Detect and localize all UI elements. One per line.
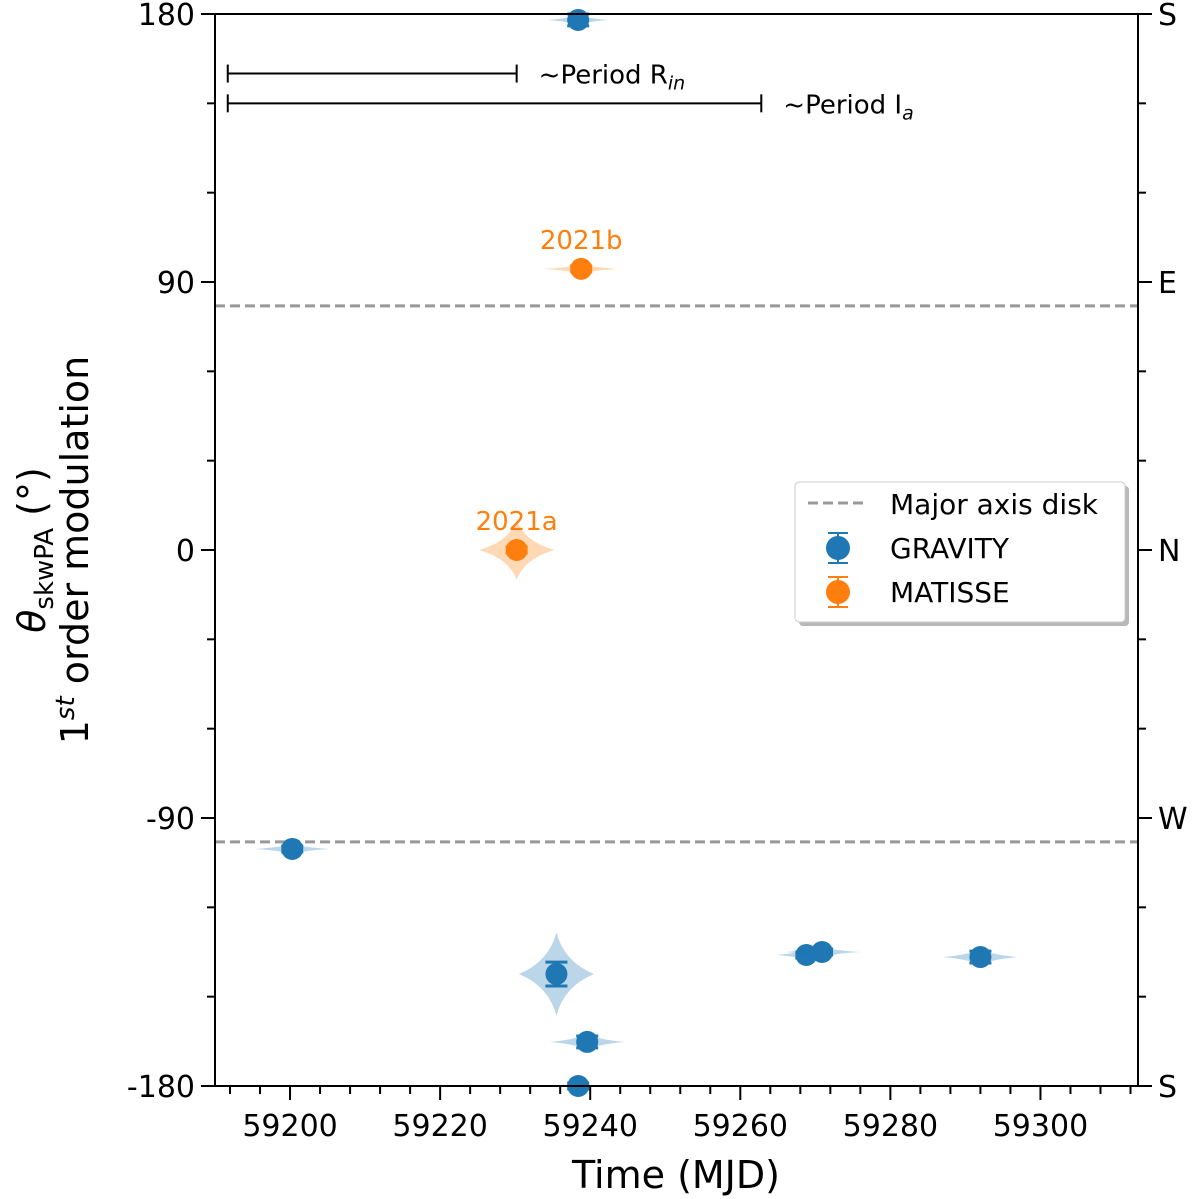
right-tick-label: E [1158,266,1177,301]
legend-label-gravity: GRAVITY [890,532,1010,565]
period-bar [226,94,763,113]
x-tick-label: 59280 [843,1109,938,1144]
x-axis-label: Time (MJD) [571,1153,780,1197]
svg-text:θskwPA (°): θskwPA (°) [10,467,60,633]
x-tick-label: 59300 [993,1109,1088,1144]
legend: Major axis disk GRAVITY MATISSE [794,481,1129,626]
data-point-gravity [567,8,590,31]
data-point-gravity [545,963,568,986]
data-point-gravity [281,837,304,860]
data-point-gravity [811,941,834,963]
legend-marker-matisse [826,576,850,608]
x-tick-label: 59220 [392,1109,487,1144]
y-tick-label: 0 [176,534,195,569]
y-tick-label: 180 [138,0,195,33]
svg-text:1st order modulation: 1st order modulation [51,356,97,745]
y-tick-label: -90 [146,802,195,837]
y-axis-label: θskwPA (°) 1st order modulation [10,356,97,745]
period-label: ~Period Rin [539,61,686,95]
point-label: 2021b [540,226,623,256]
legend-marker-gravity [826,532,850,564]
data-point-matisse [570,257,593,280]
legend-label-matisse: MATISSE [890,576,1010,609]
right-tick-label: W [1158,802,1188,837]
right-tick-label: N [1158,534,1180,569]
data-point-gravity [576,1030,599,1053]
y-tick-label: -180 [127,1070,195,1105]
period-bar [226,64,518,83]
data-point-gravity [969,946,992,969]
legend-label-major-axis: Major axis disk [890,488,1099,521]
x-tick-label: 59200 [242,1109,337,1144]
data-point-matisse [505,539,528,561]
x-tick-label: 59260 [693,1109,788,1144]
right-tick-label: S [1158,0,1177,33]
period-label: ~Period Ia [783,90,913,124]
x-tick-label: 59240 [542,1109,637,1144]
right-tick-label: S [1158,1070,1177,1105]
y-tick-label: 90 [157,266,195,301]
point-label: 2021a [476,507,558,537]
